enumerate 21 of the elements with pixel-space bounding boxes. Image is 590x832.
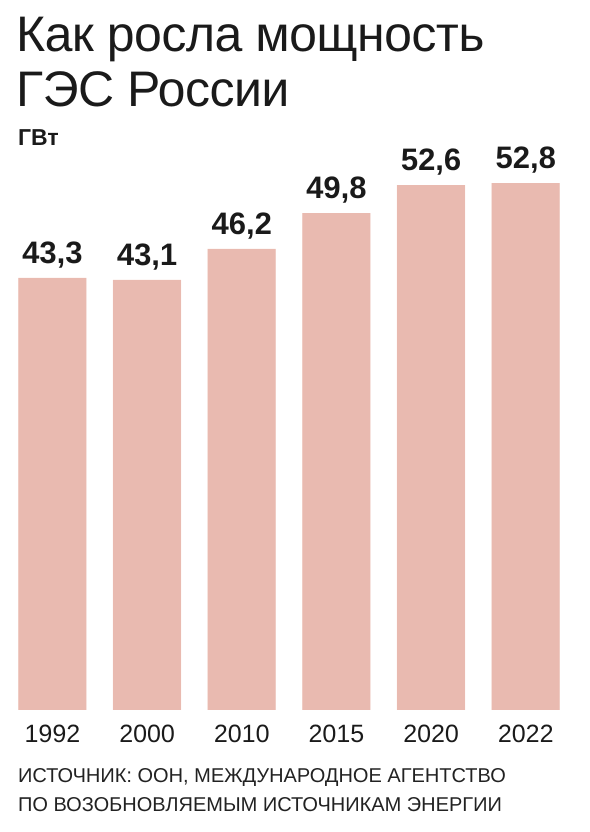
x-tick-label: 2015 [308,720,364,748]
x-tick-label: 1992 [24,720,80,748]
data-label: 52,6 [400,142,462,177]
x-tick-label: 2000 [119,720,175,748]
bar [208,248,276,710]
data-label: 43,1 [116,236,178,272]
bar [18,278,86,710]
data-label: 52,8 [495,140,556,175]
bar [112,280,182,710]
data-label: 49,8 [306,170,367,205]
data-label: 43,3 [22,234,83,270]
bar [302,212,370,710]
bar [396,184,466,710]
y-axis-title: ГВт [18,124,59,151]
x-tick-label: 2022 [498,720,554,748]
x-tick-label: 2020 [403,720,459,748]
data-label: 46,2 [211,206,272,241]
text: ИСТОЧНИК: ООН, МЕЖДУНАРОДНОЕ АГЕНТСТВО ПО ВОЗОБНОВЛЯЕМЫМ ИСТОЧНИКАМ ЭНЕРГИИ [18,764,507,818]
x-tick-label: 2010 [214,720,270,748]
bar [492,183,560,710]
chart-title: Как росла мощность ГЭС России [16,6,485,117]
